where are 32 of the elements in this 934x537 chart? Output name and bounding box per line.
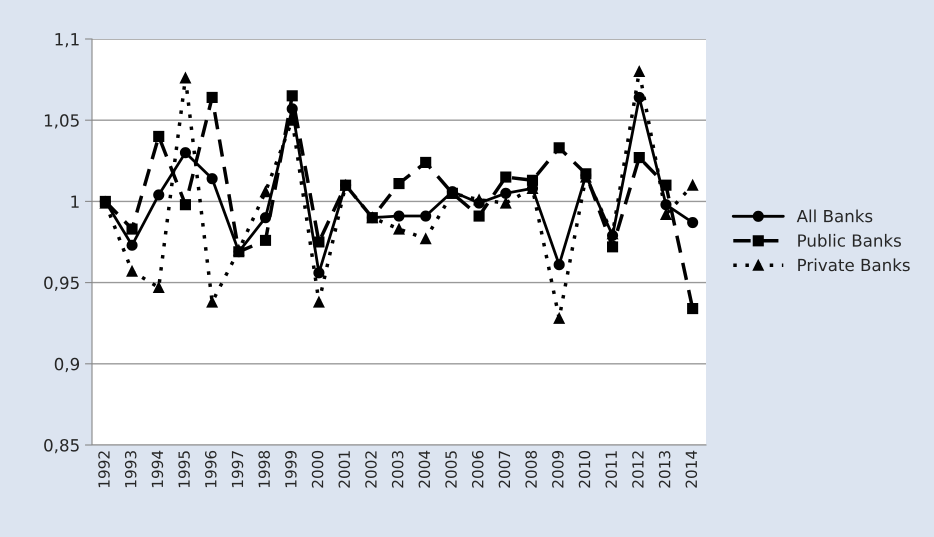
x-tick-label: 2005 [445,451,457,488]
x-tick-label: 1997 [232,451,244,488]
x-tick-label: 2011 [605,451,617,488]
legend-label: Public Banks [798,234,901,247]
x-tick-label: 2000 [312,450,324,488]
x-tick-label: 1992 [98,451,110,488]
x-tick-label: 2001 [338,451,350,488]
x-tick-label: 2003 [392,451,404,488]
x-tick-label: 2010 [578,450,590,488]
x-tick-label: 2009 [552,450,564,488]
x-tick-label: 2008 [525,450,537,488]
y-tick-label: 1 [71,196,79,208]
y-tick-label: 0,9 [54,358,80,372]
x-tick-label: 2014 [686,450,698,488]
x-tick-label: 1999 [285,450,297,488]
legend-label: All Banks [796,209,872,222]
x-tick-label: 2004 [418,450,430,488]
x-tick-label: 1993 [124,451,136,488]
legend-label: Private Banks [798,258,910,272]
x-tick-label: 1996 [205,450,217,488]
y-tick-label: 1,05 [44,114,79,128]
x-tick-label: 2007 [498,451,510,488]
x-tick-label: 2006 [472,450,484,488]
y-tick-label: 1,1 [56,33,79,48]
x-tick-label: 2013 [658,451,670,488]
y-tick-label: 0,85 [44,438,79,454]
y-tick-label: 0,95 [44,276,79,291]
x-tick-label: 2002 [365,451,377,488]
x-tick-label: 1994 [152,450,164,488]
x-tick-label: 2012 [632,451,644,488]
x-tick-label: 1995 [178,451,190,488]
x-tick-label: 1998 [258,450,270,488]
